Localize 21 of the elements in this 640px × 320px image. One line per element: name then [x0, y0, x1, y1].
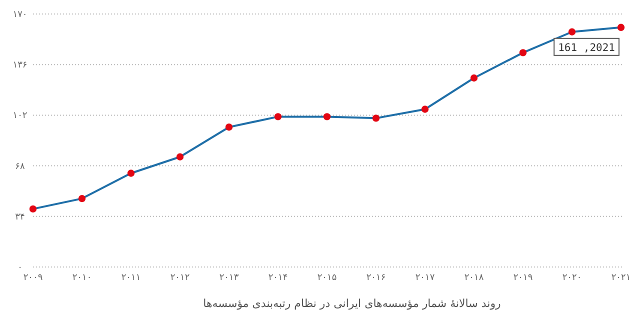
x-tick-label: ۲۰۱۴: [268, 273, 288, 283]
x-tick-label: ۲۰۱۶: [366, 273, 386, 283]
y-tick-label: ۳۴: [15, 212, 25, 222]
y-tick-label: ۱۷۰: [12, 10, 28, 20]
x-axis-title: روند سالانهٔ شمار مؤسسه‌های ایرانی در نظام رتبه‌بندی مؤسسه‌ها: [203, 297, 501, 310]
x-tick-label: ۲۰۱۸: [464, 273, 484, 283]
x-tick-label: ۲۰۱۲: [170, 273, 190, 283]
y-tick-label: ۱۰۲: [12, 111, 28, 122]
y-tick-label: ۰: [18, 263, 22, 273]
annotation: 161 ,2021: [558, 42, 615, 54]
x-tick-label: ۲۰۱۷: [415, 273, 435, 283]
x-tick-label: ۲۰۰۹: [23, 273, 43, 283]
x-tick-label: ۲۰۱۹: [513, 273, 533, 283]
x-tick-label: ۲۰۲۱: [611, 273, 631, 283]
y-tick-label: ۶۸: [15, 162, 25, 172]
y-tick-label: ۱۳۶: [12, 60, 28, 71]
x-tick-label: ۲۰۱۵: [317, 273, 337, 283]
x-tick-label: ۲۰۱۰: [72, 273, 92, 283]
x-tick-label: ۲۰۲۰: [562, 273, 582, 283]
x-tick-label: ۲۰۱۱: [121, 273, 141, 283]
x-tick-label: ۲۰۱۳: [219, 273, 239, 283]
